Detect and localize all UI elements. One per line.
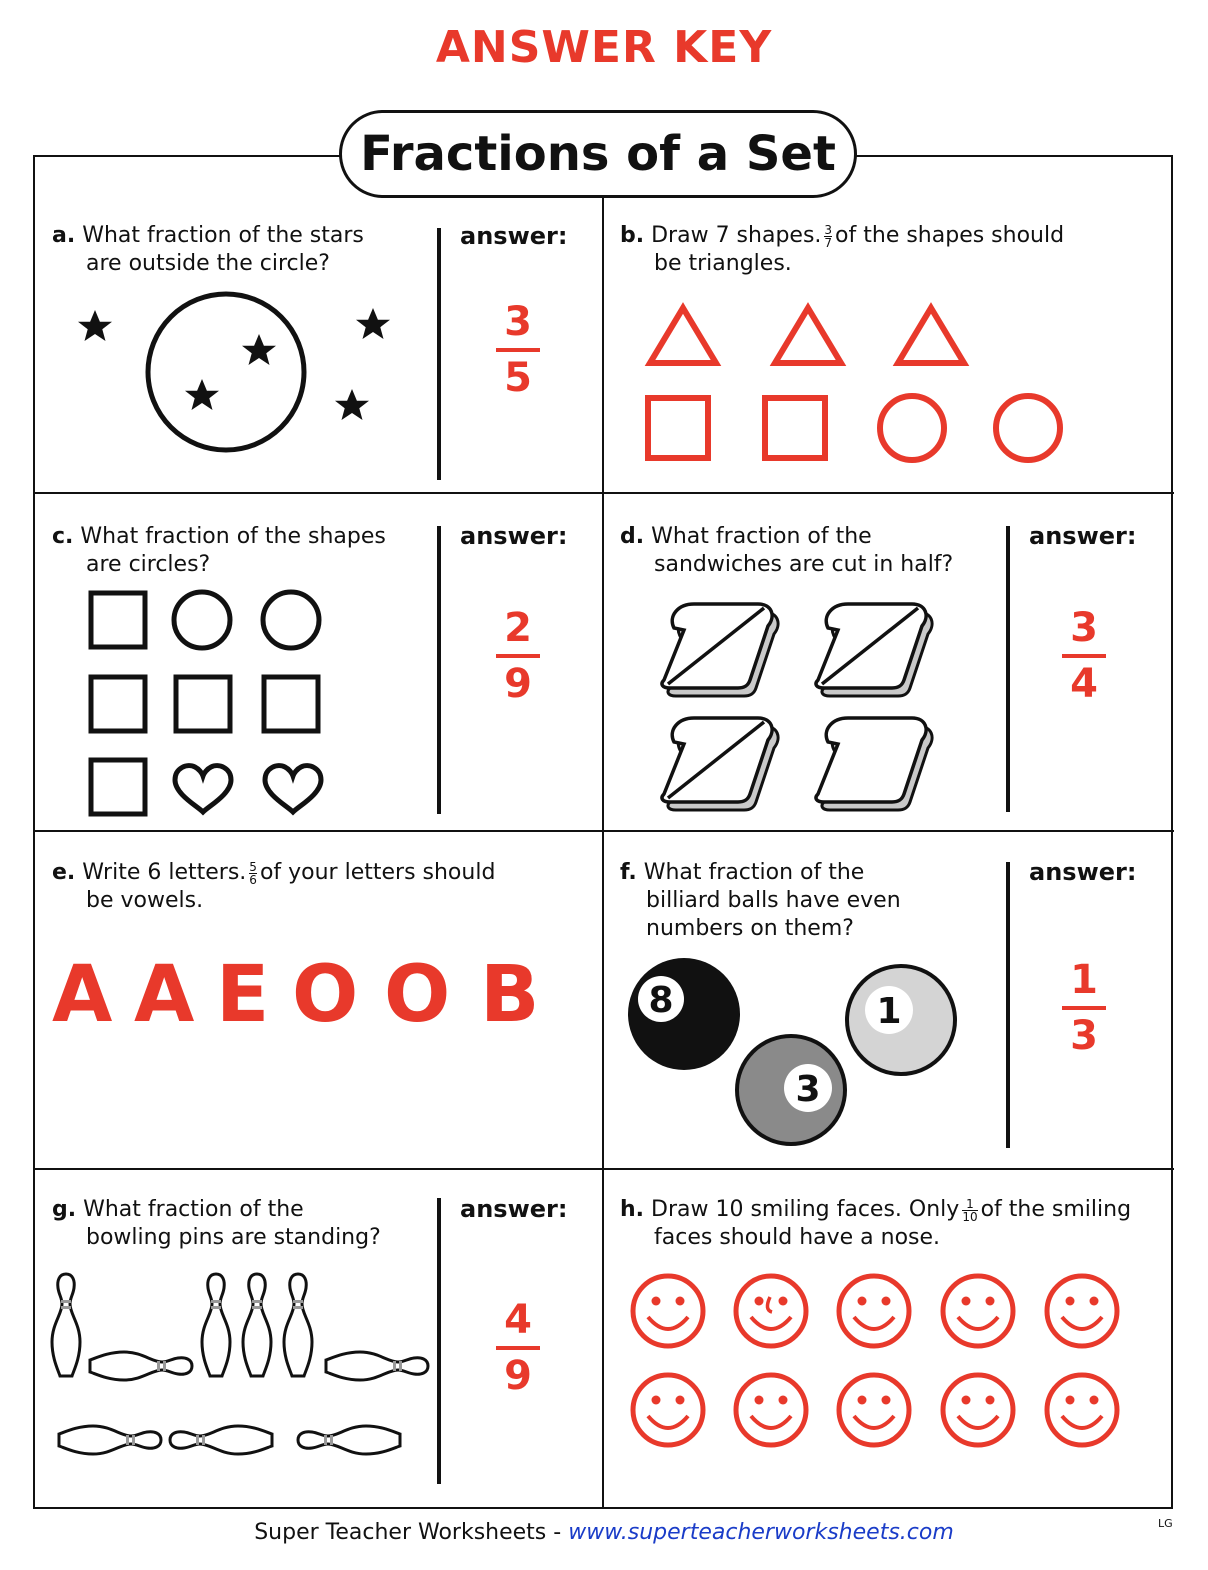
triangle-icon [644, 302, 722, 366]
answer-label: answer: [460, 522, 568, 550]
billiard-ball-icon: 3 [735, 1034, 847, 1146]
answer-divider [1006, 862, 1010, 1148]
question-c: c. What fraction of the shapes are circl… [52, 524, 386, 577]
stars-picture [78, 291, 390, 453]
answer-divider [437, 228, 441, 480]
square-icon [762, 395, 828, 461]
letter-answer: A [134, 950, 195, 1040]
footer-link[interactable]: www.superteacherworksheets.com [568, 1520, 954, 1545]
square-icon [645, 395, 711, 461]
ball-number: 3 [795, 1069, 820, 1110]
answer-label: answer: [1029, 522, 1137, 550]
question-f: f. What fraction of the billiard balls h… [620, 860, 901, 941]
circle-icon [260, 589, 322, 651]
circle-icon [877, 393, 947, 463]
numerator: 4 [504, 1297, 532, 1343]
letter-answer: O [292, 950, 359, 1040]
billiard-ball-icon: 1 [845, 964, 957, 1076]
denominator: 4 [1070, 661, 1098, 707]
answer-divider [1006, 526, 1010, 812]
question-h: h. Draw 10 smiling faces. Only 1 10 of the … [620, 1196, 1132, 1250]
triangle-icon [892, 302, 970, 366]
shapes-grid-c [0, 0, 1, 1]
column-divider [602, 155, 604, 1509]
square-icon [88, 674, 148, 734]
footer-brand: Super Teacher Worksheets - [254, 1520, 562, 1545]
question-g: g. What fraction of the bowling pins are… [52, 1197, 381, 1250]
billiard-balls-picture: 8 1 3 [628, 958, 957, 1146]
numerator: 3 [504, 299, 532, 345]
question-b: b. Draw 7 shapes. 3 7 of the shapes should … [620, 222, 1065, 276]
answer-label: answer: [1029, 858, 1137, 886]
letter-answer: E [216, 950, 270, 1040]
square-icon [88, 757, 148, 817]
letter-answer: B [480, 950, 540, 1040]
inline-fraction: 1 10 [962, 1196, 978, 1224]
denominator: 5 [504, 355, 532, 401]
ball-number: 1 [876, 991, 901, 1032]
smiley-face-with-nose-icon [736, 1276, 806, 1346]
numerator: 3 [1070, 605, 1098, 651]
answer-label: answer: [460, 222, 568, 250]
square-icon [88, 590, 148, 650]
question-a: a. What fraction of the stars are outsid… [52, 223, 364, 276]
big-circle [145, 291, 307, 453]
circle-icon [171, 589, 233, 651]
circle-icon [993, 393, 1063, 463]
ball-number: 8 [648, 980, 673, 1021]
letter-answer: A [52, 950, 113, 1040]
numerator: 1 [1070, 957, 1098, 1003]
question-d: d. What fraction of the sandwiches are c… [620, 524, 954, 577]
triangle-icon [769, 302, 847, 366]
letter-answer: O [384, 950, 451, 1040]
square-icon [261, 674, 321, 734]
shapes-drawing-b [644, 302, 1063, 463]
answer-key-heading: ANSWER KEY [435, 22, 773, 73]
denominator: 9 [504, 1353, 532, 1399]
billiard-ball-icon: 8 [628, 958, 740, 1070]
answer-divider [437, 526, 441, 814]
denominator: 9 [504, 661, 532, 707]
footer-code: LG [1158, 1517, 1173, 1530]
worksheet-title: Fractions of a Set [339, 110, 857, 198]
footer: Super Teacher Worksheets - www.superteac… [0, 1520, 1208, 1545]
smiling-faces-drawing [0, 0, 1, 1]
answer-label: answer: [460, 1195, 568, 1223]
numerator: 2 [504, 605, 532, 651]
square-icon [173, 674, 233, 734]
answer-divider [437, 1198, 441, 1484]
question-e: e. Write 6 letters. 5 6 of your letters sho… [52, 859, 496, 913]
denominator: 3 [1070, 1013, 1098, 1059]
